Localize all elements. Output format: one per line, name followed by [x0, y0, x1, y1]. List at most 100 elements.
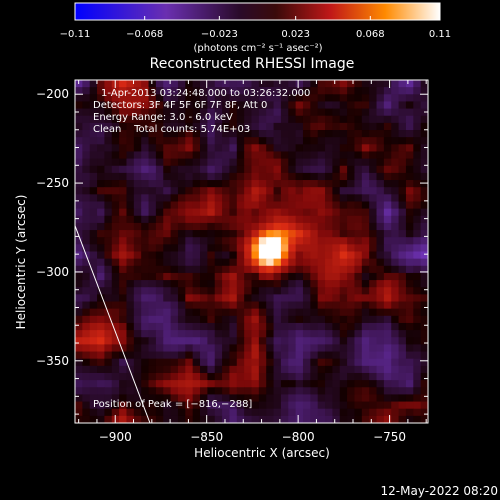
heatmap-cell: [163, 87, 172, 95]
heatmap-cell: [214, 365, 223, 374]
heatmap-cell: [266, 94, 275, 102]
heatmap-cell: [398, 330, 407, 338]
heatmap-cell: [369, 308, 378, 317]
heatmap-cell: [82, 201, 91, 210]
heatmap-cell: [119, 172, 127, 181]
heatmap-cell: [236, 244, 245, 252]
heatmap-cell: [391, 237, 400, 245]
heatmap-cell: [229, 144, 238, 152]
heatmap-cell: [420, 87, 428, 95]
heatmap-cell: [339, 344, 348, 353]
heatmap-cell: [398, 408, 407, 417]
heatmap-cell: [258, 401, 267, 410]
heatmap-cell: [126, 337, 135, 345]
heatmap-cell: [347, 365, 355, 374]
heatmap-cell: [229, 294, 238, 303]
heatmap-cell: [398, 108, 407, 117]
heatmap-cell: [317, 187, 326, 195]
heatmap-cell: [155, 258, 164, 267]
heatmap-cell: [177, 322, 186, 331]
heatmap-cell: [266, 201, 275, 210]
heatmap-cell: [170, 287, 179, 295]
heatmap-cell: [192, 365, 201, 374]
heatmap-cell: [111, 101, 120, 110]
heatmap-cell: [148, 301, 157, 310]
heatmap-cell: [200, 122, 208, 131]
heatmap-cell: [369, 222, 378, 231]
heatmap-cell: [214, 144, 223, 152]
heatmap-cell: [104, 301, 113, 310]
heatmap-cell: [398, 358, 407, 367]
heatmap-cell: [177, 344, 186, 353]
heatmap-cell: [236, 144, 245, 152]
heatmap-cell: [82, 165, 91, 174]
heatmap-cell: [280, 165, 289, 174]
heatmap-cell: [332, 172, 341, 181]
heatmap-cell: [177, 280, 186, 288]
y-axis-ticks: −200−250−300−350: [36, 87, 428, 415]
heatmap-cell: [133, 194, 142, 202]
heatmap-cell: [148, 258, 157, 267]
heatmap-cell: [192, 187, 201, 195]
heatmap-cell: [244, 351, 252, 360]
heatmap-cell: [405, 294, 414, 303]
heatmap-cell: [273, 172, 282, 181]
heatmap-cell: [163, 94, 172, 102]
heatmap-cell: [155, 137, 164, 145]
heatmap-cell: [222, 115, 230, 124]
heatmap-cell: [413, 94, 422, 102]
heatmap-cell: [75, 272, 83, 281]
heatmap-cell: [97, 94, 105, 102]
heatmap-cell: [295, 372, 304, 381]
heatmap-cell: [207, 280, 216, 288]
heatmap-cell: [317, 230, 326, 238]
heatmap-cell: [97, 165, 105, 174]
heatmap-cell: [119, 115, 127, 124]
heatmap-cell: [214, 301, 223, 310]
heatmap-cell: [405, 415, 414, 423]
heatmap-cell: [177, 80, 186, 88]
heatmap-cell: [111, 237, 120, 245]
heatmap-cell: [126, 330, 135, 338]
heatmap-cell: [347, 94, 355, 102]
heatmap-cell: [200, 272, 208, 281]
heatmap-cell: [280, 294, 289, 303]
heatmap-cell: [302, 401, 311, 410]
heatmap-cell: [310, 308, 319, 317]
heatmap-cell: [133, 201, 142, 210]
heatmap-cell: [347, 265, 355, 274]
heatmap-cell: [214, 344, 223, 353]
heatmap-cell: [317, 280, 326, 288]
heatmap-cell: [295, 287, 304, 295]
heatmap-cell: [244, 180, 252, 188]
heatmap-cell: [97, 330, 105, 338]
heatmap-cell: [82, 351, 91, 360]
heatmap-cell: [192, 330, 201, 338]
heatmap-cell: [266, 208, 275, 217]
heatmap-cell: [273, 144, 282, 152]
heatmap-cell: [347, 194, 355, 202]
heatmap-cell: [420, 351, 428, 360]
heatmap-cell: [398, 158, 407, 167]
heatmap-cell: [258, 115, 267, 124]
heatmap-cell: [369, 101, 378, 110]
heatmap-cell: [82, 172, 91, 181]
heatmap-cell: [302, 130, 311, 138]
heatmap-cell: [75, 380, 83, 388]
heatmap-cell: [126, 180, 135, 188]
heatmap-cell: [376, 265, 385, 274]
heatmap-cell: [163, 280, 172, 288]
heatmap-cell: [376, 172, 385, 181]
heatmap-cell: [288, 258, 297, 267]
heatmap-cell: [163, 322, 172, 331]
annotation-energy: Energy Range: 3.0 - 6.0 keV: [93, 112, 233, 123]
heatmap-cell: [141, 80, 150, 88]
heatmap-cell: [104, 244, 113, 252]
heatmap-cell: [273, 308, 282, 317]
heatmap-cell: [141, 151, 150, 160]
heatmap-cell: [339, 301, 348, 310]
heatmap-cell: [310, 244, 319, 252]
heatmap-cell: [413, 351, 422, 360]
heatmap-cell: [332, 387, 341, 395]
heatmap-cell: [398, 165, 407, 174]
